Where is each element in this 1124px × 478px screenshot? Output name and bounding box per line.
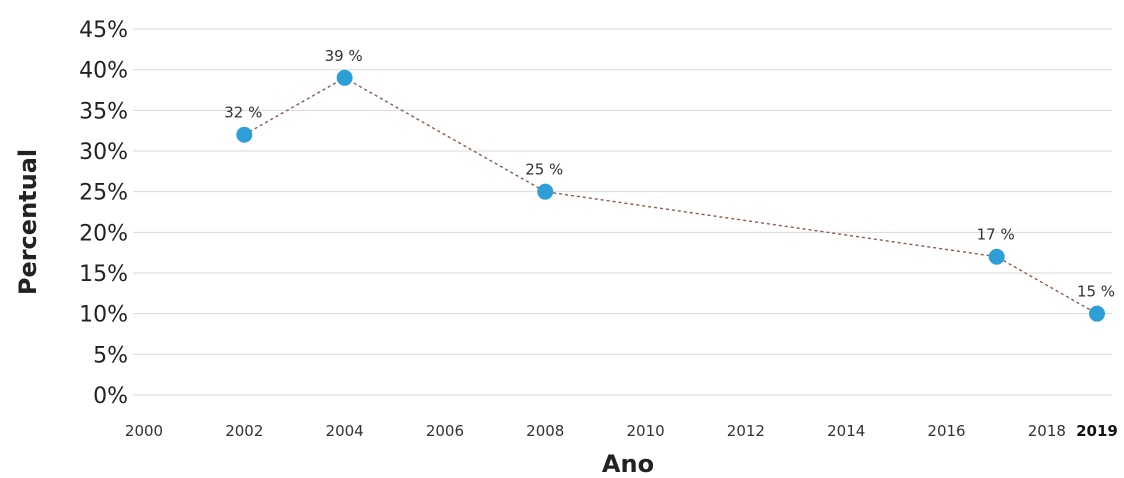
x-tick-label: 2010 [626,422,664,440]
y-axis-ticks: 0% 5% 10% 15% 20% 25% 30% 35% 40% 45% [79,18,128,409]
data-point [236,126,253,143]
gridlines [133,28,1112,396]
x-tick-label: 2018 [1028,422,1066,440]
data-label: 32 % [224,104,262,122]
data-label: 25 % [525,161,563,179]
x-tick-label: 2004 [326,422,364,440]
data-point [988,248,1005,265]
y-tick-label: 40% [79,59,128,84]
data-label: 17 % [977,226,1015,244]
y-tick-label: 35% [79,99,128,124]
x-tick-label: 2000 [125,422,163,440]
data-label: 15 % [1077,283,1115,301]
x-axis-title: Ano [602,450,654,478]
y-tick-label: 25% [79,181,128,206]
series-group: 32 % 39 % 25 % 17 % 15 % [224,47,1115,322]
y-tick-label: 20% [79,221,128,246]
y-tick-label: 5% [93,343,128,368]
x-tick-label: 2006 [426,422,464,440]
x-tick-label: 2016 [927,422,965,440]
y-tick-label: 0% [93,384,128,409]
y-tick-label: 45% [79,18,128,43]
data-point [537,183,554,200]
y-tick-label: 10% [79,303,128,328]
x-axis-ticks: 2000 2002 2004 2006 2008 2010 2012 2014 2016 2018… [125,422,1118,440]
x-tick-label: 2008 [526,422,564,440]
y-tick-label: 15% [79,262,128,287]
series-line [243,76,1098,315]
y-axis-title: Percentual [14,149,42,295]
data-point [336,69,353,86]
data-label: 39 % [325,47,363,65]
x-tick-label: 2002 [225,422,263,440]
x-tick-label: 2014 [827,422,865,440]
x-tick-label: 2012 [727,422,765,440]
data-point [1089,305,1105,322]
x-tick-label: 2019 [1076,422,1118,440]
y-tick-label: 30% [79,140,128,165]
